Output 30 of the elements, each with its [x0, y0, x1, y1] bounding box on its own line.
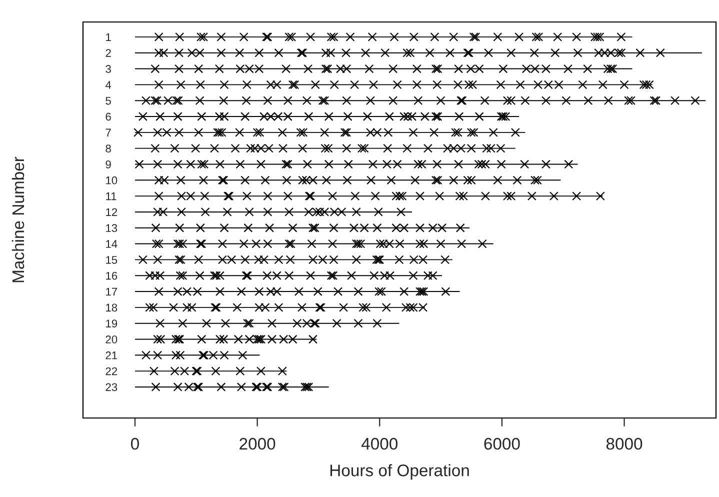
y-tick-label: 3	[106, 65, 111, 73]
y-tick-label: 8	[106, 144, 111, 152]
y-tick-label: 9	[106, 160, 111, 168]
y-tick-label: 17	[106, 288, 118, 296]
y-tick-label: 23	[106, 383, 118, 392]
y-tick-label: 6	[106, 112, 111, 121]
y-tick-label: 19	[106, 320, 118, 328]
y-tick-label: 15	[106, 256, 118, 264]
y-axis-title: Machine Number	[12, 156, 24, 282]
x-axis-title: Hours of Operation	[330, 464, 469, 480]
y-tick-label: 5	[106, 96, 111, 105]
y-tick-label: 2	[106, 49, 111, 57]
x-tick-label: 0	[131, 438, 139, 450]
y-tick-label: 1	[106, 33, 111, 41]
y-tick-label: 22	[106, 367, 118, 376]
y-tick-label: 4	[105, 81, 112, 89]
y-tick-label: 16	[106, 272, 118, 280]
y-tick-label: 10	[106, 176, 118, 184]
x-tick-label: 8000	[606, 438, 642, 450]
y-tick-label: 11	[106, 192, 116, 200]
y-tick-label: 21	[106, 351, 118, 360]
y-tick-label: 14	[106, 240, 118, 248]
y-tick-label: 12	[106, 208, 118, 216]
y-tick-label: 18	[106, 304, 118, 312]
x-tick-label: 2000	[240, 438, 276, 450]
y-tick-label: 20	[106, 336, 118, 344]
x-tick-label: 4000	[361, 438, 398, 450]
y-tick-label: 7	[106, 128, 111, 136]
y-tick-label: 13	[106, 224, 118, 232]
x-tick-label: 6000	[484, 438, 520, 450]
